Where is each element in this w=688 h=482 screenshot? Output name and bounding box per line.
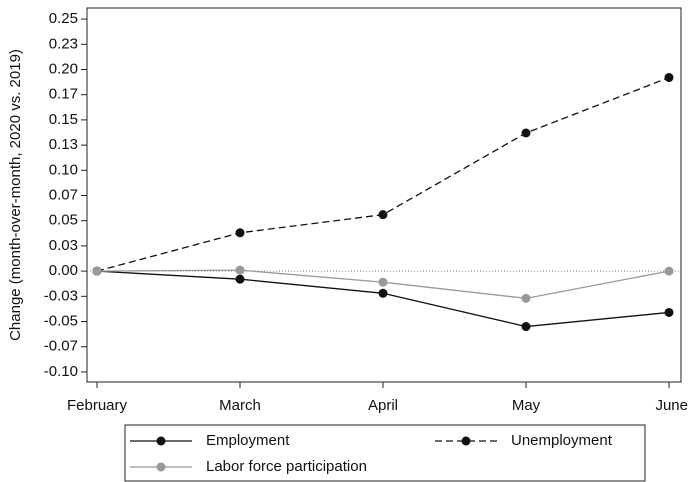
point	[664, 73, 674, 83]
y-tick-label: 0.23	[49, 35, 78, 52]
legend-frame	[124, 424, 646, 482]
point	[521, 322, 531, 332]
point	[378, 277, 388, 287]
legend-label: Unemployment	[511, 432, 613, 449]
y-tick-label: -0.10	[44, 363, 78, 380]
series-line	[96, 76, 670, 272]
x-tick-label: March	[219, 397, 261, 414]
point	[235, 228, 245, 238]
legend-marker	[461, 436, 471, 446]
y-tick-label: 0.03	[49, 237, 78, 254]
y-tick-label: 0.17	[49, 86, 78, 103]
y-tick-label: -0.07	[44, 338, 78, 355]
point	[235, 274, 245, 284]
y-tick-label: -0.03	[44, 287, 78, 304]
y-tick-label: 0.07	[49, 186, 78, 203]
y-tick-label: 0.00	[49, 262, 78, 279]
point	[92, 266, 102, 276]
point	[521, 293, 531, 303]
y-tick-label: 0.10	[49, 161, 78, 178]
y-tick-label: 0.15	[49, 111, 78, 128]
point	[235, 265, 245, 275]
point	[664, 266, 674, 276]
plot-frame	[86, 7, 682, 383]
y-tick-label: 0.05	[49, 212, 78, 229]
legend-marker	[156, 436, 166, 446]
x-tick-label: April	[368, 397, 398, 414]
legend-label: Employment	[206, 432, 290, 449]
point	[521, 128, 531, 138]
legend-label: Labor force participation	[206, 458, 367, 475]
x-tick-label: February	[67, 397, 128, 414]
y-axis-title: Change (month-over-month, 2020 vs. 2019)	[7, 49, 24, 341]
point	[378, 210, 388, 220]
x-tick-label: June	[655, 397, 688, 414]
y-tick-label: 0.13	[49, 136, 78, 153]
y-tick-label: -0.05	[44, 312, 78, 329]
y-tick-label: 0.20	[49, 60, 78, 77]
y-tick-label: 0.25	[49, 10, 78, 27]
x-tick-label: May	[512, 397, 541, 414]
legend-marker	[156, 462, 166, 472]
point	[378, 288, 388, 298]
point	[664, 307, 674, 317]
